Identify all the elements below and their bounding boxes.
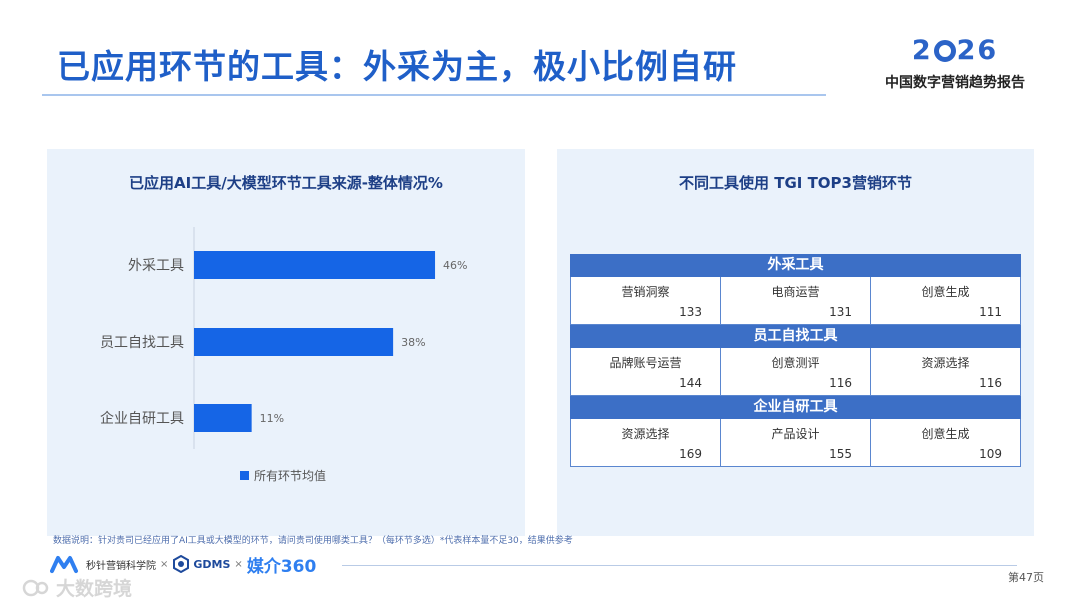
- page-title: 已应用环节的工具：外采为主，极小比例自研: [57, 47, 737, 86]
- brand-year: 2 26: [911, 35, 999, 66]
- tgi-table-panel: 不同工具使用 TGI TOP3营销环节 外采工具 营销洞察 133 电商运营 1…: [557, 149, 1034, 536]
- data-label: 11%: [260, 412, 284, 425]
- tgi-cell: 营销洞察 133: [571, 277, 721, 324]
- tgi-cell-name: 品牌账号运营: [609, 356, 682, 370]
- tgi-cell-value: 109: [979, 447, 1002, 461]
- tgi-cell: 创意生成 109: [871, 419, 1020, 466]
- tgi-cell: 创意测评 116: [721, 348, 871, 395]
- tgi-row: 品牌账号运营 144 创意测评 116 资源选择 116: [570, 348, 1021, 396]
- partner-logos: 秒针营销科学院 × GDMS × 媒介360: [50, 551, 316, 577]
- bar: [194, 328, 394, 356]
- tgi-cell-name: 创意测评: [771, 356, 820, 370]
- tgi-table: 外采工具 营销洞察 133 电商运营 131 创意生成 111 员工自找工具: [570, 254, 1021, 467]
- tool-source-chart-panel: 已应用AI工具/大模型环节工具来源-整体情况% 外采工具 46% 员工自找工具 38%…: [47, 149, 525, 536]
- tgi-cell-value: 131: [829, 305, 852, 319]
- title-divider: [42, 94, 826, 96]
- meijie360-logo: 媒介360: [246, 556, 317, 577]
- bar: [194, 251, 436, 279]
- tgi-cell-name: 营销洞察: [621, 285, 670, 299]
- data-label: 38%: [401, 336, 425, 349]
- times-sign: ×: [234, 558, 243, 570]
- times-sign: ×: [160, 558, 169, 570]
- tgi-cell-name: 创意生成: [921, 285, 970, 299]
- miaozhen-logo-text: 秒针营销科学院: [86, 560, 156, 572]
- tgi-cell-name: 资源选择: [621, 427, 670, 441]
- category-label: 企业自研工具: [100, 410, 184, 427]
- tgi-row: 营销洞察 133 电商运营 131 创意生成 111: [570, 277, 1021, 325]
- tgi-cell-value: 169: [679, 447, 702, 461]
- watermark: 大数跨境: [22, 574, 132, 601]
- bar: [194, 404, 252, 432]
- watermark-text: 大数跨境: [56, 578, 133, 600]
- tgi-cell-name: 创意生成: [921, 427, 970, 441]
- tgi-cell-value: 111: [979, 305, 1002, 319]
- tgi-cell: 资源选择 169: [571, 419, 721, 466]
- data-note: 数据说明：针对贵司已经应用了AI工具或大模型的环节，请问贵司使用哪类工具？（每环…: [53, 536, 573, 546]
- tgi-cell-value: 116: [829, 376, 852, 390]
- tgi-cell: 产品设计 155: [721, 419, 871, 466]
- gdms-logo-text: GDMS: [193, 557, 231, 571]
- legend-swatch: [240, 471, 249, 480]
- tgi-section: 外采工具 营销洞察 133 电商运营 131 创意生成 111: [570, 254, 1021, 325]
- footer-divider: [342, 565, 1017, 566]
- tgi-section-header: 企业自研工具: [570, 396, 1021, 419]
- tgi-cell-value: 116: [979, 376, 1002, 390]
- category-label: 员工自找工具: [100, 335, 184, 351]
- zero-ring-icon: [933, 40, 956, 62]
- brand-subtitle: 中国数字营销趋势报告: [885, 75, 1025, 91]
- tgi-section-header: 外采工具: [570, 254, 1021, 277]
- data-label: 46%: [443, 259, 467, 272]
- tgi-section: 企业自研工具 资源选择 169 产品设计 155 创意生成 109: [570, 396, 1021, 467]
- tgi-cell-value: 144: [679, 376, 702, 390]
- watermark-logo-icon: [22, 579, 49, 596]
- tgi-section-header: 员工自找工具: [570, 325, 1021, 348]
- tgi-section: 员工自找工具 品牌账号运营 144 创意测评 116 资源选择 116: [570, 325, 1021, 396]
- tgi-title: 不同工具使用 TGI TOP3营销环节: [679, 174, 912, 192]
- tgi-cell: 电商运营 131: [721, 277, 871, 324]
- bar-chart: 外采工具 46% 员工自找工具 38% 企业自研工具 11% 所有环节均值: [100, 227, 467, 483]
- miaozhen-logo-icon: [50, 556, 78, 573]
- tgi-cell-name: 资源选择: [921, 356, 970, 370]
- tgi-cell: 品牌账号运营 144: [571, 348, 721, 395]
- gdms-logo-icon: [173, 555, 190, 573]
- tgi-cell-value: 155: [829, 447, 852, 461]
- chart-title: 已应用AI工具/大模型环节工具来源-整体情况%: [129, 174, 443, 192]
- tgi-cell: 创意生成 111: [871, 277, 1020, 324]
- category-label: 外采工具: [128, 258, 184, 274]
- tgi-cell-name: 电商运营: [771, 285, 820, 299]
- gdms-logo: GDMS: [172, 555, 230, 573]
- tgi-row: 资源选择 169 产品设计 155 创意生成 109: [570, 419, 1021, 467]
- tgi-cell-name: 产品设计: [771, 427, 820, 441]
- page-number: 第47页: [1008, 571, 1044, 584]
- tgi-cell: 资源选择 116: [871, 348, 1020, 395]
- legend-label: 所有环节均值: [254, 468, 326, 483]
- report-brand: 2 26 中国数字营销趋势报告: [870, 36, 1040, 92]
- tgi-cell-value: 133: [679, 305, 702, 319]
